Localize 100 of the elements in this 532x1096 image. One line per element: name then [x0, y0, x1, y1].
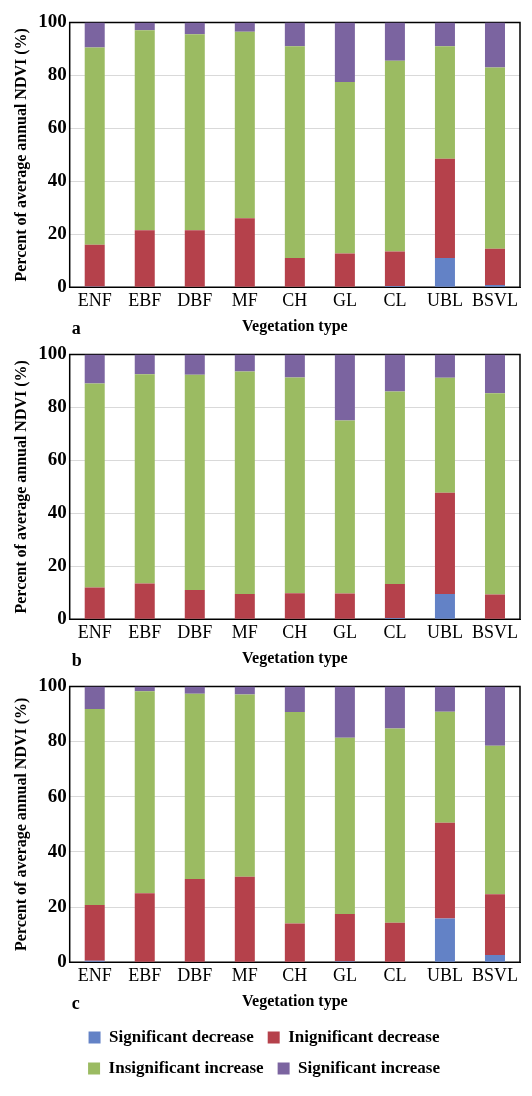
y-tick-label: 100 — [38, 10, 67, 32]
bar — [234, 31, 255, 219]
x-axis-title: Vegetation type — [242, 648, 348, 667]
bar — [134, 354, 155, 375]
y-tick-label: 40 — [47, 501, 67, 523]
x-tick-label: DBF — [177, 964, 213, 985]
bar — [234, 876, 255, 962]
y-axis-title: Percent of average annual NDVI (%) — [11, 28, 30, 282]
y-tick-label: 100 — [38, 342, 67, 364]
y-tick-label: 0 — [57, 950, 67, 972]
x-tick-label: BSVL — [471, 964, 518, 985]
text: b — [71, 649, 82, 670]
bar — [234, 371, 255, 595]
bar — [484, 393, 505, 595]
y-tick-label: 80 — [47, 729, 67, 751]
bar — [334, 913, 355, 962]
x-tick-label: CL — [383, 964, 407, 985]
x-tick-label: UBL — [426, 621, 463, 642]
bar — [434, 377, 455, 493]
y-axis-title: Percent of average annual NDVI (%) — [11, 697, 30, 952]
bar — [284, 686, 305, 713]
bar — [334, 686, 355, 738]
bar — [384, 686, 405, 729]
bar — [84, 905, 105, 961]
x-tick-label: CL — [383, 621, 407, 642]
y-tick-label: 20 — [47, 222, 67, 244]
bar — [84, 686, 105, 710]
bar — [384, 391, 405, 584]
bar — [334, 420, 355, 594]
bar — [484, 22, 505, 68]
bar — [384, 251, 405, 286]
bar — [284, 712, 305, 924]
bar — [84, 244, 105, 287]
bar — [434, 594, 455, 619]
x-tick-label: ENF — [77, 964, 112, 985]
x-tick-label: MF — [231, 621, 258, 642]
bar — [284, 923, 305, 962]
legend-label: Inignificant decrease — [288, 1026, 440, 1046]
bar — [184, 686, 205, 694]
bar — [484, 745, 505, 895]
bar — [134, 893, 155, 962]
bar — [134, 230, 155, 287]
x-tick-label: EBF — [128, 289, 162, 310]
x-tick-label: GL — [332, 289, 357, 310]
text: c — [71, 992, 80, 1013]
bar — [284, 258, 305, 287]
y-tick-label: 60 — [47, 784, 67, 806]
y-tick-label: 40 — [47, 169, 67, 191]
bar — [384, 583, 405, 618]
x-tick-label: CH — [282, 964, 308, 985]
bar — [234, 694, 255, 877]
x-tick-label: BSVL — [471, 621, 518, 642]
text: a — [71, 317, 81, 338]
y-tick-label: 0 — [57, 275, 67, 297]
bar — [84, 587, 105, 619]
x-tick-label: ENF — [77, 289, 112, 310]
x-tick-label: CH — [282, 289, 308, 310]
bar — [484, 894, 505, 956]
x-tick-label: GL — [332, 621, 357, 642]
bar — [334, 354, 355, 421]
x-tick-label: EBF — [128, 621, 162, 642]
bar — [84, 22, 105, 48]
bar — [184, 230, 205, 287]
y-tick-label: 60 — [47, 116, 67, 138]
bar — [184, 374, 205, 591]
bar — [484, 686, 505, 746]
x-tick-label: EBF — [128, 964, 162, 985]
y-tick-label: 100 — [38, 674, 67, 696]
y-tick-label: 80 — [47, 63, 67, 85]
x-axis-title: Vegetation type — [242, 316, 348, 335]
x-tick-label: DBF — [177, 289, 213, 310]
bar — [184, 693, 205, 879]
x-tick-label: UBL — [426, 289, 463, 310]
x-tick-label: BSVL — [471, 289, 518, 310]
bar — [484, 594, 505, 619]
bar — [134, 30, 155, 231]
legend-label: Insignificant increase — [108, 1057, 265, 1077]
y-tick-label: 60 — [47, 448, 67, 470]
bar — [234, 594, 255, 619]
bar — [334, 81, 355, 254]
x-tick-label: DBF — [177, 621, 213, 642]
bar — [184, 34, 205, 231]
bar — [184, 22, 205, 35]
x-tick-label: GL — [332, 964, 357, 985]
bar — [334, 737, 355, 914]
y-axis-title: Percent of average annual NDVI (%) — [11, 360, 30, 614]
x-tick-label: MF — [231, 289, 258, 310]
y-tick-label: 20 — [47, 554, 67, 576]
bar — [434, 22, 455, 47]
bar — [384, 922, 405, 962]
x-axis-title: Vegetation type — [242, 991, 348, 1010]
bar — [434, 822, 455, 919]
x-tick-label: UBL — [426, 964, 463, 985]
bar — [384, 22, 405, 61]
bar — [334, 253, 355, 287]
bar — [284, 377, 305, 594]
bar — [234, 218, 255, 287]
bar — [134, 374, 155, 584]
bar — [384, 354, 405, 392]
bar — [484, 67, 505, 249]
